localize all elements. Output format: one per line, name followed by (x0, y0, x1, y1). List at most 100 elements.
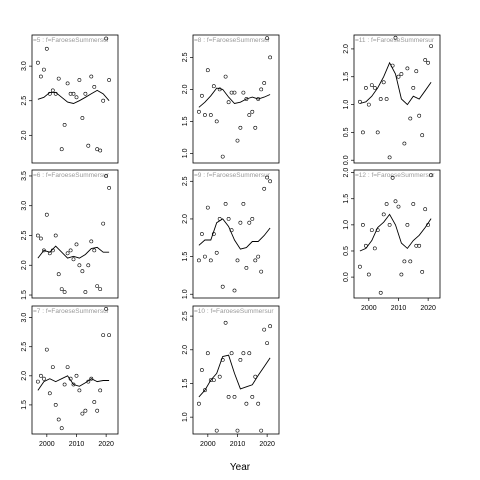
data-point (223, 74, 228, 79)
data-point (268, 179, 273, 184)
data-point (259, 269, 264, 274)
data-point (68, 376, 73, 381)
data-point (205, 205, 210, 210)
data-point (42, 248, 46, 253)
data-point (253, 125, 258, 130)
data-point (363, 243, 368, 248)
data-point (42, 376, 46, 381)
data-point (232, 394, 237, 399)
panel-3: =7 : f=FaroeseSummersur 1.5 2.0 2.5 3.0 2000 2… (21, 305, 119, 448)
trend-line (359, 61, 432, 106)
data-point (92, 85, 97, 89)
data-point (366, 272, 371, 277)
y-tick-label: 2.0 (182, 84, 189, 94)
y-tick-label: 1.0 (182, 148, 189, 158)
data-point (53, 91, 58, 96)
data-point (256, 254, 261, 259)
y-tick-label: 1.5 (21, 290, 28, 300)
data-point (253, 374, 258, 379)
data-point (232, 288, 237, 293)
data-point (202, 113, 207, 117)
x-axis-title: Year (230, 462, 251, 473)
data-point (202, 388, 207, 393)
data-point (429, 173, 434, 178)
data-point (265, 341, 270, 346)
data-point (56, 417, 61, 422)
x-tick-label: 2010 (230, 441, 246, 448)
data-point (104, 36, 109, 41)
data-point (205, 68, 210, 73)
data-point (98, 287, 103, 292)
data-point (104, 174, 109, 178)
panel-frame (192, 169, 280, 299)
panel-label: =10 : f=FaroeseSummersur (194, 308, 274, 315)
data-point (396, 74, 401, 79)
trend-line (198, 87, 271, 108)
data-point (211, 84, 216, 89)
data-point (250, 216, 255, 221)
data-point (411, 86, 416, 90)
y-tick-label: 1.5 (182, 379, 189, 389)
trend-line (37, 245, 110, 259)
panel-label: =7 : f=FaroeseSummersur (33, 308, 110, 315)
data-point (220, 284, 225, 289)
data-point (220, 357, 225, 362)
data-point (363, 86, 368, 90)
data-point (39, 373, 43, 378)
data-point (214, 428, 219, 433)
data-point (101, 221, 106, 226)
data-point (86, 143, 91, 148)
data-point (426, 222, 431, 227)
panel-2: =6 : f=FaroeseSummersur 1.5 2.0 2.5 3.0 3.5 (21, 169, 119, 300)
data-point (387, 155, 392, 160)
data-point (262, 327, 267, 332)
data-point (71, 91, 76, 96)
data-point (226, 100, 231, 105)
data-point (420, 133, 425, 138)
panel-frame (31, 305, 119, 435)
data-point (80, 116, 85, 120)
data-point (387, 222, 392, 227)
data-point (47, 91, 52, 96)
data-point (357, 99, 362, 104)
data-point (44, 212, 49, 217)
y-tick-label: 1.0 (182, 289, 189, 299)
data-point (235, 428, 240, 433)
data-point (211, 232, 216, 236)
data-point (256, 401, 261, 406)
data-point (226, 216, 231, 221)
data-point (259, 428, 264, 433)
data-point (83, 91, 88, 96)
data-point (414, 69, 419, 74)
data-point (393, 35, 398, 40)
data-point (68, 248, 73, 253)
data-point (101, 333, 106, 338)
data-point (262, 186, 267, 191)
data-point (229, 228, 234, 233)
data-point (71, 382, 76, 387)
data-point (226, 394, 231, 399)
data-point (244, 97, 249, 101)
y-tick-label: 1.0 (182, 412, 189, 422)
data-point (199, 93, 204, 98)
data-point (71, 257, 76, 262)
y-tick-label: 3.0 (21, 313, 28, 323)
data-point (253, 258, 258, 263)
data-point (241, 201, 246, 206)
data-point (50, 248, 55, 253)
data-point (417, 113, 422, 118)
data-point (47, 391, 52, 396)
data-point (235, 138, 240, 143)
data-point (107, 78, 112, 82)
data-point (59, 147, 64, 152)
data-point (238, 357, 243, 362)
data-point (259, 87, 264, 92)
data-point (384, 97, 389, 101)
x-tick-label: 2000 (361, 305, 377, 312)
data-point (56, 76, 61, 81)
panel-6: =10 : f=FaroeseSummersur 1.0 1.5 2.0 2.5 2000… (182, 305, 280, 448)
data-point (65, 251, 70, 256)
data-point (83, 408, 88, 413)
y-tick-label: 2.0 (343, 44, 350, 54)
